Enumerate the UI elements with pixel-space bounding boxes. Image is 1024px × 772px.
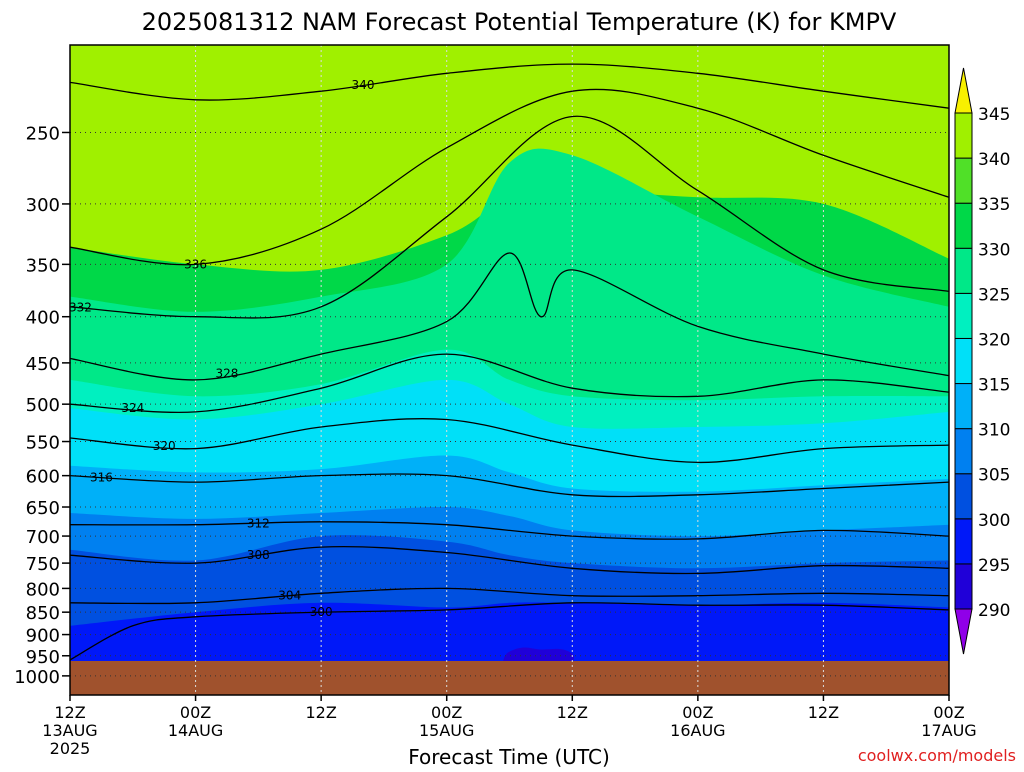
colorbar-label-340: 340 bbox=[978, 150, 1010, 170]
y-tick-label-850: 850 bbox=[26, 603, 60, 624]
x-tick-label-1-0: 00Z bbox=[180, 703, 211, 722]
contour-304 bbox=[70, 587, 949, 605]
contour-labels: 340 336 332 328 324 320 316 312 308 304 300 bbox=[69, 78, 374, 619]
credit-text: coolwx.com/models bbox=[858, 746, 1016, 765]
x-tick-label-2-0: 12Z bbox=[305, 703, 336, 722]
y-tick-label-650: 650 bbox=[26, 498, 60, 519]
colorbar-box-290 bbox=[954, 563, 973, 610]
contour-label-332: 332 bbox=[69, 301, 92, 315]
x-tick-label-1-1: 14AUG bbox=[168, 721, 223, 740]
contour-340 bbox=[70, 63, 949, 109]
x-tick-label-3-1: 15AUG bbox=[419, 721, 474, 740]
contour-312 bbox=[70, 521, 949, 540]
contour-300 bbox=[70, 602, 949, 661]
contour-308 bbox=[70, 545, 949, 575]
contour-324 bbox=[70, 353, 949, 414]
contour-316 bbox=[70, 473, 949, 498]
x-axis-label: Forecast Time (UTC) bbox=[408, 745, 610, 768]
colorbar-box-300 bbox=[954, 473, 973, 520]
x-tick-label-7-0: 00Z bbox=[933, 703, 964, 722]
colorbar-label-290: 290 bbox=[978, 601, 1010, 621]
x-tick-label-4-0: 12Z bbox=[557, 703, 588, 722]
x-tick-label-0-0: 12Z bbox=[54, 703, 85, 722]
contour-lines bbox=[70, 63, 949, 661]
chart-title: 2025081312 NAM Forecast Potential Temper… bbox=[142, 8, 897, 36]
x-tick-label-5-1: 16AUG bbox=[670, 721, 725, 740]
colorbar-box-335 bbox=[954, 157, 973, 204]
colorbar-label-305: 305 bbox=[978, 466, 1010, 486]
colorbar-box-295 bbox=[954, 518, 973, 565]
contour-label-312: 312 bbox=[247, 516, 270, 530]
colorbar-label-295: 295 bbox=[978, 556, 1010, 576]
colorbar-box-310 bbox=[954, 383, 973, 430]
x-tick-label-0-2: 2025 bbox=[50, 739, 91, 758]
fill-bands bbox=[70, 45, 949, 695]
y-tick-label-800: 800 bbox=[26, 579, 60, 600]
colorbar-label-345: 345 bbox=[978, 105, 1010, 125]
colorbar-label-335: 335 bbox=[978, 195, 1010, 215]
contour-label-324: 324 bbox=[121, 401, 144, 415]
y-tick-label-450: 450 bbox=[26, 354, 60, 375]
colorbar-box-315 bbox=[954, 337, 973, 385]
plot-frame bbox=[69, 44, 950, 696]
colorbar-arrow-bottom bbox=[954, 608, 973, 655]
colorbar-label-325: 325 bbox=[978, 285, 1010, 305]
y-tick-label-250: 250 bbox=[26, 123, 60, 144]
contour-label-300: 300 bbox=[310, 605, 333, 619]
plot-area: 340 336 332 328 324 320 316 312 308 304 300 bbox=[69, 44, 950, 696]
terrain-mask bbox=[70, 661, 949, 695]
y-tick-label-550: 550 bbox=[26, 433, 60, 454]
y-tick-label-1000: 1000 bbox=[14, 667, 60, 688]
colorbar-box-340 bbox=[954, 112, 973, 159]
contour-332 bbox=[70, 115, 949, 319]
colorbar-box-305 bbox=[954, 428, 973, 475]
y-tick-label-300: 300 bbox=[26, 195, 60, 216]
y-tick-label-500: 500 bbox=[26, 395, 60, 416]
colorbar-arrow-top bbox=[954, 67, 973, 114]
y-tick-label-400: 400 bbox=[26, 308, 60, 329]
x-tick-label-3-0: 00Z bbox=[431, 703, 462, 722]
contour-label-308: 308 bbox=[247, 548, 270, 562]
colorbar-label-310: 310 bbox=[978, 421, 1010, 441]
contour-label-336: 336 bbox=[184, 257, 207, 271]
y-tick-label-950: 950 bbox=[26, 647, 60, 668]
colorbar-box-330 bbox=[954, 202, 973, 249]
contour-320 bbox=[70, 418, 949, 464]
y-tick-label-750: 750 bbox=[26, 554, 60, 575]
contour-label-320: 320 bbox=[153, 439, 176, 453]
colorbar-label-315: 315 bbox=[978, 376, 1010, 396]
y-tick-label-600: 600 bbox=[26, 467, 60, 488]
contour-label-304: 304 bbox=[278, 589, 301, 603]
contour-label-340: 340 bbox=[352, 78, 375, 92]
colorbar-box-325 bbox=[954, 247, 973, 294]
colorbar-label-330: 330 bbox=[978, 240, 1010, 260]
x-tick-label-6-0: 12Z bbox=[808, 703, 839, 722]
colorbar: 290 295 300 305 310 315 320 325 330 335 340 345 bbox=[954, 67, 1010, 655]
y-tick-label-900: 900 bbox=[26, 626, 60, 647]
contour-label-328: 328 bbox=[216, 366, 239, 380]
y-tick-label-700: 700 bbox=[26, 527, 60, 548]
contour-label-316: 316 bbox=[90, 470, 113, 484]
x-tick-label-7-1: 17AUG bbox=[921, 721, 976, 740]
colorbar-label-320: 320 bbox=[978, 330, 1010, 350]
contour-328 bbox=[70, 252, 949, 381]
x-tick-label-5-0: 00Z bbox=[682, 703, 713, 722]
y-tick-label-350: 350 bbox=[26, 255, 60, 276]
colorbar-box-320 bbox=[954, 292, 973, 339]
y-axis-ticks: 2503003504004505005506006507007508008509… bbox=[14, 123, 70, 688]
x-tick-label-0-1: 13AUG bbox=[42, 721, 97, 740]
colorbar-label-300: 300 bbox=[978, 511, 1010, 531]
contour-336 bbox=[70, 88, 949, 266]
